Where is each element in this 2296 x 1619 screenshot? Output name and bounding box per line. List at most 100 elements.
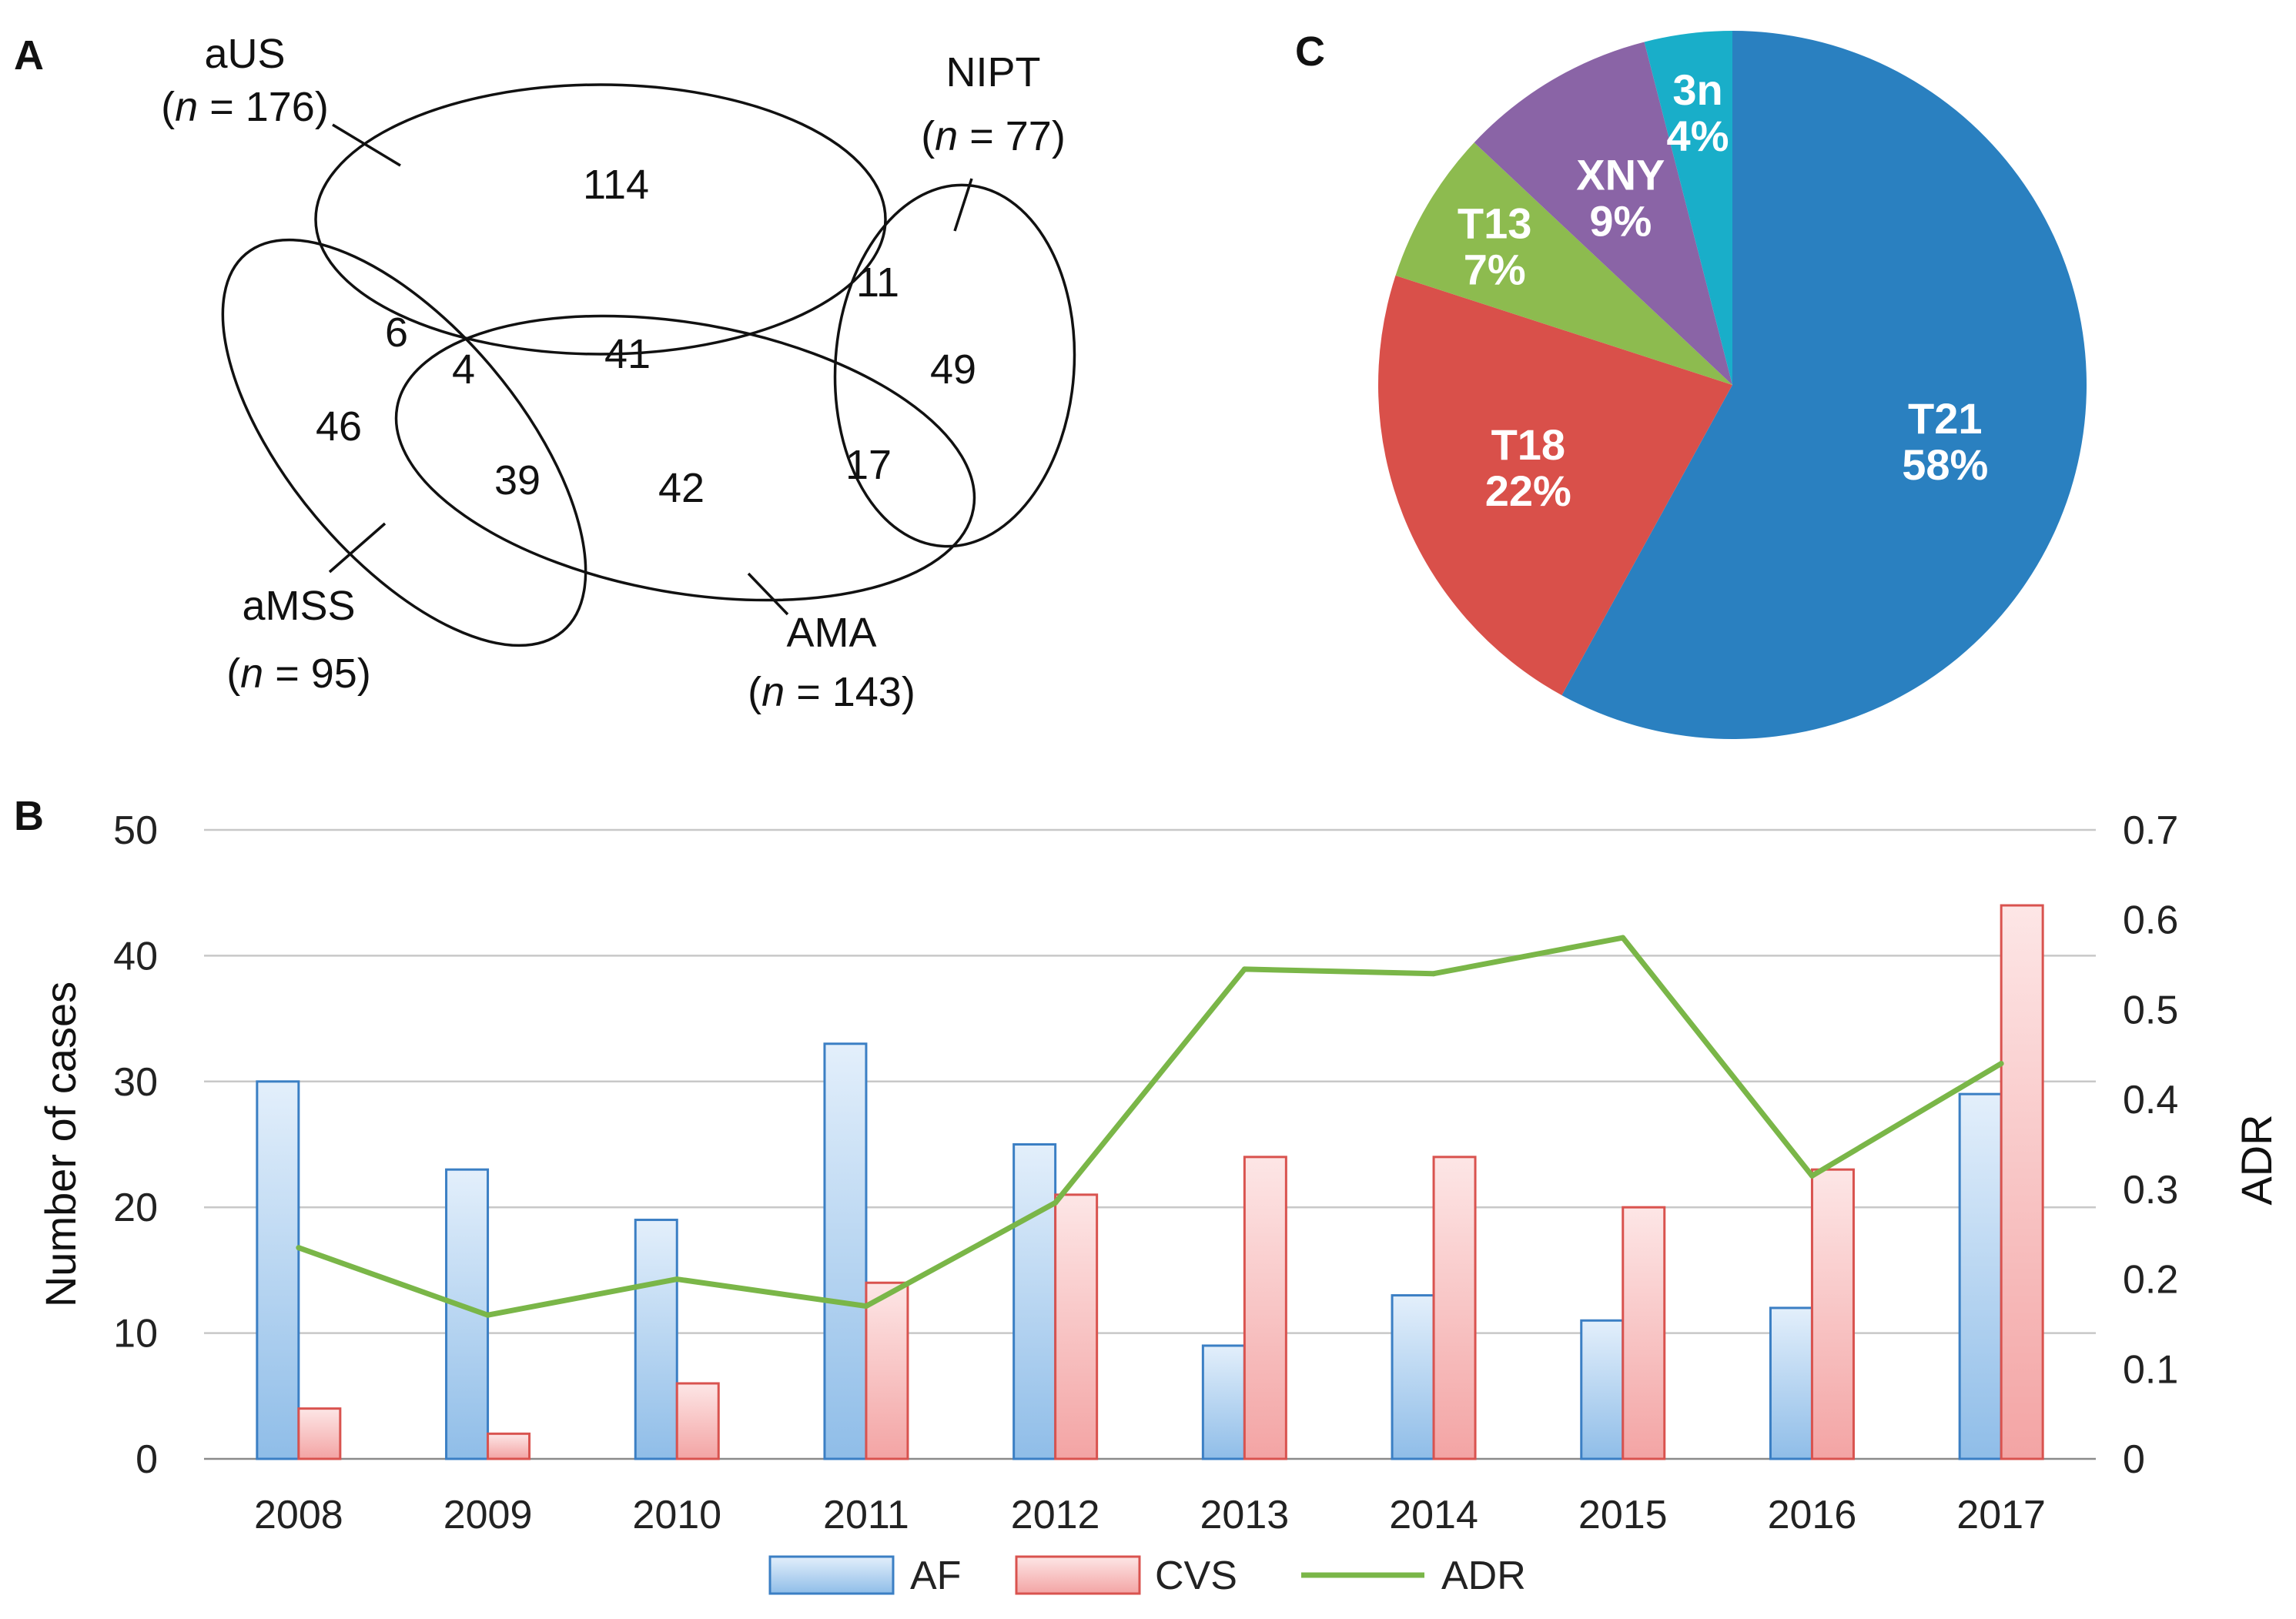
y2-tick-label: 0.5 bbox=[2123, 988, 2178, 1032]
pie-slice-t21 bbox=[1561, 31, 2087, 739]
y2-tick-label: 0.6 bbox=[2123, 898, 2178, 943]
y2-tick-label: 0.4 bbox=[2123, 1078, 2178, 1122]
pie-slice-xny bbox=[1474, 42, 1732, 385]
venn-set-labels: aUS (n = 176) NIPT (n = 77) aMSS (n = 95… bbox=[161, 31, 1066, 715]
venn-diagram bbox=[221, 83, 1076, 647]
venn-label-nipt-name: NIPT bbox=[946, 49, 1040, 95]
y2-tick-label: 0.2 bbox=[2123, 1258, 2178, 1303]
x-tick-label: 2009 bbox=[443, 1493, 533, 1537]
y2-tick-label: 0.7 bbox=[2123, 808, 2178, 853]
pie-value-3n: 4% bbox=[1667, 112, 1729, 160]
point-adr-2015 bbox=[1620, 935, 1626, 941]
venn-region-amss-ama: 39 bbox=[494, 457, 541, 503]
venn-set-ama bbox=[394, 314, 976, 602]
bar-cvs-2015 bbox=[1622, 1206, 1666, 1460]
x-tick-label: 2015 bbox=[1578, 1493, 1668, 1537]
x-tick-label: 2013 bbox=[1200, 1493, 1290, 1537]
y-tick-label: 30 bbox=[113, 1060, 158, 1105]
venn-region-ama-nipt: 17 bbox=[845, 442, 892, 488]
bar-af-2013 bbox=[1201, 1344, 1246, 1460]
bar-cvs-2009 bbox=[487, 1432, 531, 1460]
bar-line-chart: 0 10 20 30 40 50 0 0.1 0.2 0.3 0.4 0.5 0.6 0.7 Number … bbox=[36, 808, 2281, 1598]
y2-axis-title: ADR bbox=[2232, 1114, 2281, 1205]
bar-cvs-2017 bbox=[2000, 904, 2044, 1460]
bar-af-2014 bbox=[1391, 1294, 1435, 1460]
pie-label-xny: XNY bbox=[1576, 151, 1665, 199]
bar-cvs-2014 bbox=[1432, 1156, 1477, 1460]
venn-region-amss-only: 46 bbox=[316, 403, 362, 450]
pie-slice-t13 bbox=[1395, 142, 1732, 385]
venn-region-counts: 114 11 49 6 4 41 46 39 42 17 bbox=[316, 162, 976, 511]
venn-leader-amss bbox=[328, 522, 387, 574]
y2-tick-label: 0.3 bbox=[2123, 1168, 2178, 1213]
x-tick-label: 2008 bbox=[254, 1493, 343, 1537]
venn-region-aus-ama: 41 bbox=[604, 331, 651, 377]
venn-region-ama-only: 42 bbox=[658, 465, 705, 511]
bar-af-2017 bbox=[1958, 1092, 2003, 1460]
y-tick-label: 0 bbox=[136, 1437, 158, 1482]
venn-label-aus-n: (n = 176) bbox=[161, 84, 329, 130]
x-tick-label: 2014 bbox=[1389, 1493, 1478, 1537]
point-adr-2009 bbox=[485, 1312, 491, 1318]
venn-label-amss-name: aMSS bbox=[242, 583, 355, 629]
pie-label-t13: T13 bbox=[1458, 199, 1532, 247]
bar-cvs-2008 bbox=[297, 1407, 342, 1460]
point-adr-2014 bbox=[1431, 971, 1437, 977]
panel-label-a: A bbox=[14, 32, 44, 79]
y-tick-label: 40 bbox=[113, 934, 158, 978]
point-adr-2016 bbox=[1809, 1172, 1815, 1179]
venn-region-aus-amss: 6 bbox=[385, 309, 408, 356]
x-tick-label: 2017 bbox=[1956, 1493, 2046, 1537]
bar-af-2016 bbox=[1769, 1306, 1813, 1460]
x-tick-label: 2011 bbox=[823, 1493, 909, 1537]
pie-slice-3n bbox=[1644, 31, 1732, 385]
point-adr-2013 bbox=[1241, 966, 1247, 972]
venn-label-ama-name: AMA bbox=[786, 610, 876, 656]
venn-label-ama-n: (n = 143) bbox=[748, 669, 915, 715]
venn-leader-nipt bbox=[953, 178, 973, 232]
point-adr-2011 bbox=[863, 1303, 869, 1310]
bar-cvs-2011 bbox=[865, 1281, 909, 1460]
point-adr-2017 bbox=[1998, 1060, 2004, 1066]
point-adr-2012 bbox=[1053, 1199, 1059, 1206]
pie-value-t21: 58% bbox=[1902, 440, 1988, 489]
bar-cvs-2012 bbox=[1054, 1193, 1099, 1460]
legend-label-af: AF bbox=[910, 1554, 961, 1598]
pie-value-t13: 7% bbox=[1464, 245, 1526, 293]
y-axis-title: Number of cases bbox=[36, 982, 85, 1307]
y2-tick-label: 0 bbox=[2123, 1437, 2145, 1482]
venn-label-aus-name: aUS bbox=[204, 31, 285, 77]
x-tick-label: 2012 bbox=[1011, 1493, 1100, 1537]
y2-tick-label: 0.1 bbox=[2123, 1347, 2178, 1392]
bar-cvs-2016 bbox=[1810, 1168, 1855, 1460]
pie-label-t18: T18 bbox=[1491, 420, 1566, 469]
legend-swatch-af bbox=[768, 1555, 895, 1595]
x-tick-label: 2016 bbox=[1768, 1493, 1857, 1537]
bar-af-2008 bbox=[256, 1080, 300, 1460]
venn-set-amss bbox=[221, 238, 587, 647]
legend-swatch-cvs bbox=[1015, 1555, 1141, 1595]
venn-leader-ama bbox=[747, 572, 789, 616]
point-adr-2010 bbox=[674, 1276, 680, 1283]
line-adr bbox=[297, 935, 2003, 1318]
pie-label-t21: T21 bbox=[1908, 394, 1983, 443]
x-tick-label: 2010 bbox=[632, 1493, 721, 1537]
panel-label-c: C bbox=[1295, 28, 1325, 75]
venn-region-aus-nipt: 11 bbox=[856, 259, 899, 306]
y-tick-label: 20 bbox=[113, 1186, 158, 1230]
pie-value-t18: 22% bbox=[1485, 467, 1571, 515]
venn-label-nipt-n: (n = 77) bbox=[921, 113, 1066, 159]
y-tick-label: 50 bbox=[113, 808, 158, 853]
point-adr-2008 bbox=[296, 1245, 302, 1251]
pie-slice-t18 bbox=[1378, 275, 1732, 696]
venn-set-nipt bbox=[833, 183, 1076, 548]
venn-label-amss-n: (n = 95) bbox=[226, 651, 371, 697]
legend-label-adr: ADR bbox=[1441, 1554, 1526, 1598]
venn-set-aus bbox=[314, 83, 887, 356]
venn-region-aus-amss-ama: 4 bbox=[452, 346, 475, 393]
venn-region-aus-only: 114 bbox=[583, 162, 649, 208]
legend: AF CVS ADR bbox=[768, 1554, 1526, 1598]
bar-af-2012 bbox=[1012, 1143, 1057, 1460]
